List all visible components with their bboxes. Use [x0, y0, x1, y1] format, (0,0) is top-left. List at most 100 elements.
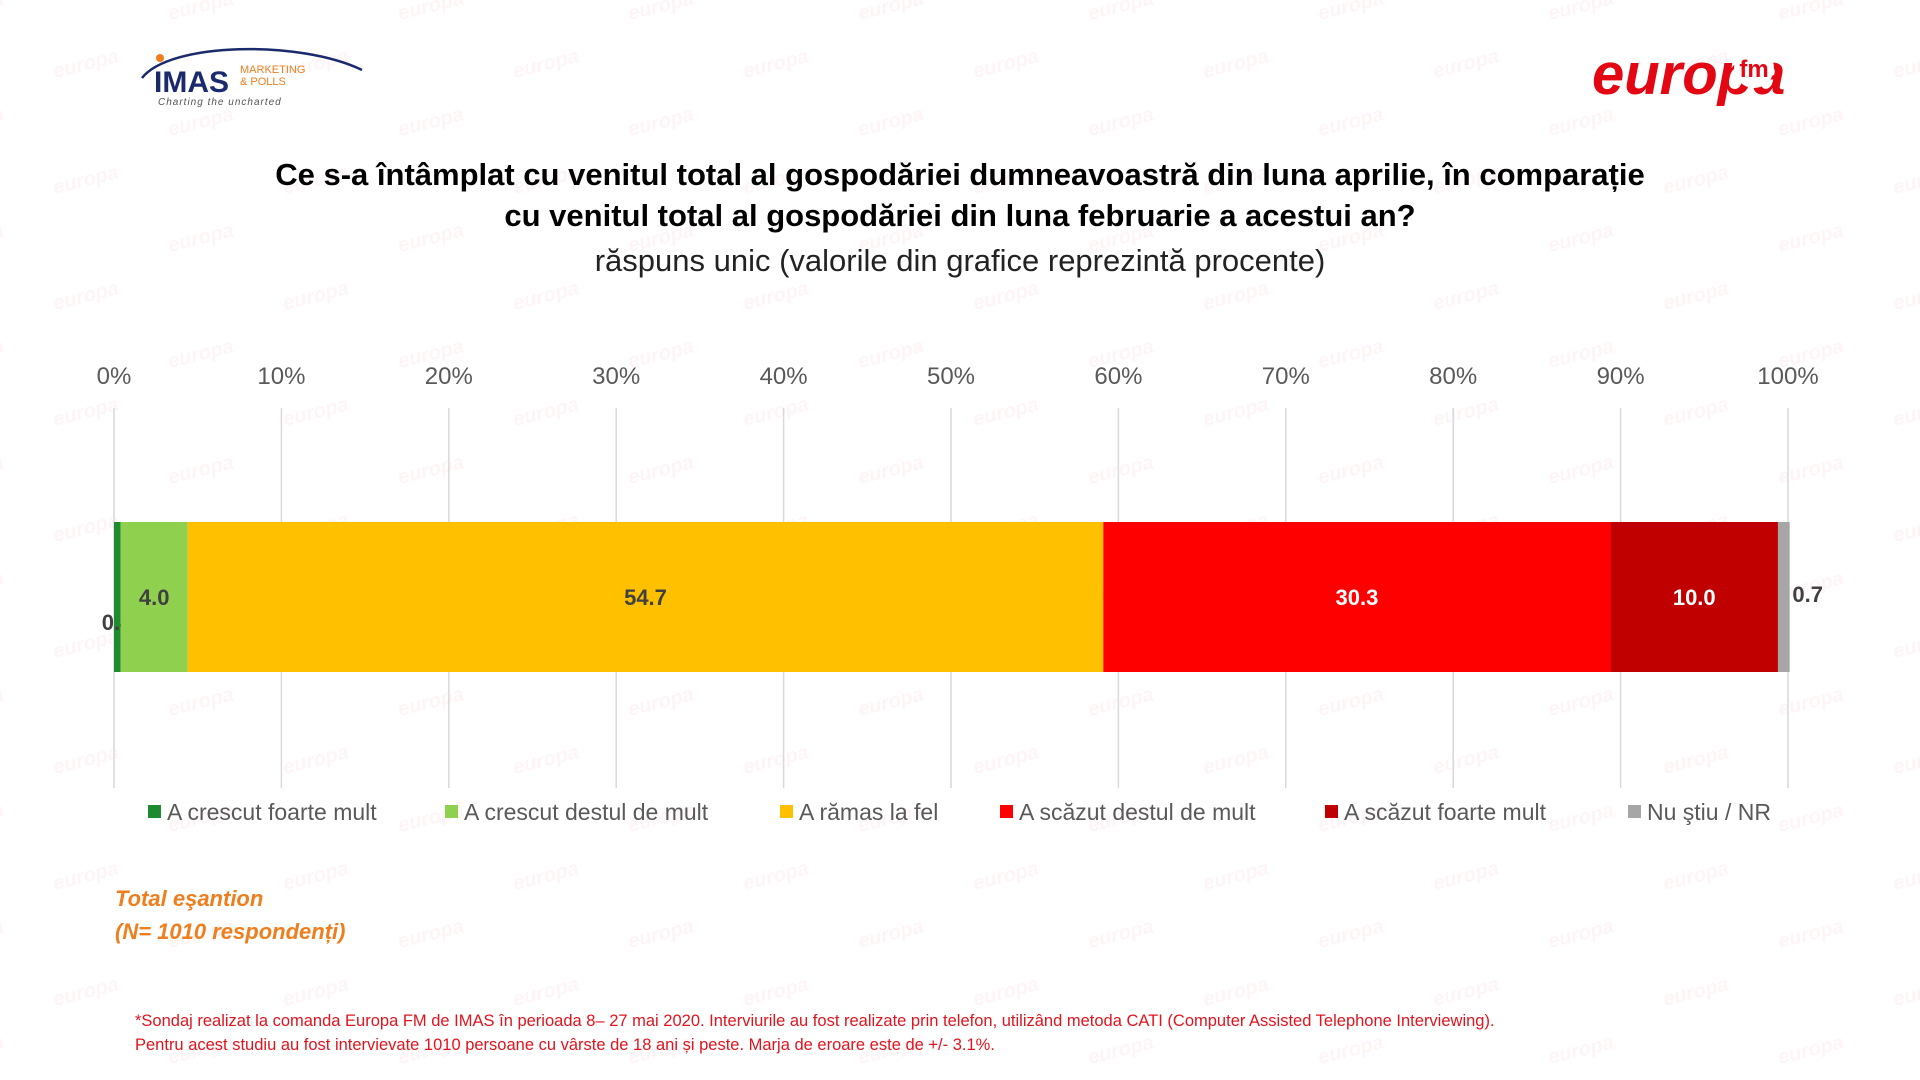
watermark-word: europa	[1201, 973, 1271, 1010]
watermark-word: europa	[856, 0, 926, 25]
watermark-word: europa	[1661, 277, 1731, 314]
legend-swatch	[1325, 805, 1338, 818]
watermark-word: europa	[856, 915, 926, 952]
watermark-word: europa	[0, 335, 6, 372]
watermark-word: europa	[0, 915, 6, 952]
legend-label: A crescut foarte mult	[167, 799, 377, 825]
watermark-word: europa	[1546, 915, 1616, 952]
legend-swatch	[445, 805, 458, 818]
watermark-word: europa	[1891, 857, 1920, 894]
watermark-word: europa	[1086, 915, 1156, 952]
watermark-word: europa	[511, 45, 581, 82]
watermark-word: europa	[856, 103, 926, 140]
methodology-footnote: *Sondaj realizat la comanda Europa FM de…	[135, 1009, 1885, 1057]
legend-label: A crescut destul de mult	[464, 799, 709, 825]
data-label: 30.3	[1336, 585, 1379, 610]
watermark-word: europa	[1316, 0, 1386, 25]
watermark-word: europa	[166, 0, 236, 25]
stacked-bar-chart: 0% 10% 20% 30% 40% 50% 60% 70% 80% 90% 100%0.44.0 5…	[97, 363, 1823, 825]
watermark-word: europa	[1661, 857, 1731, 894]
watermark-word: europa	[281, 973, 351, 1010]
watermark-word: europa	[396, 0, 466, 25]
watermark-word: europa	[0, 0, 6, 25]
bar-segment	[1103, 522, 1611, 672]
imas-logo: IMAS MARKETING & POLLS Charting the unch…	[141, 47, 363, 108]
watermark-word: europa	[626, 0, 696, 25]
watermark-word: europa	[51, 857, 121, 894]
x-tick-label: 0%	[97, 363, 132, 390]
watermark-word: europa	[1201, 45, 1271, 82]
x-tick-label: 30%	[592, 363, 640, 390]
watermark-word: europa	[0, 103, 6, 140]
chart-title-line1: Ce s-a întâmplat cu venitul total al gos…	[275, 157, 1645, 192]
x-tick-label: 100%	[1757, 363, 1818, 390]
legend-swatch	[780, 805, 793, 818]
data-label: 0.7	[1792, 582, 1823, 607]
x-tick-label: 50%	[927, 363, 975, 390]
watermark-word: europa	[1891, 277, 1920, 314]
x-tick-label: 20%	[425, 363, 473, 390]
sample-label: Total eşantion	[115, 886, 264, 911]
svg-text:& POLLS: & POLLS	[240, 76, 286, 88]
watermark-word: europa	[1661, 973, 1731, 1010]
watermark-word: europa	[51, 45, 121, 82]
bar-segment	[114, 522, 121, 672]
europa-fm-logo: europa fm	[1592, 42, 1785, 107]
x-tick-label: 70%	[1262, 363, 1310, 390]
chart-title: Ce s-a întâmplat cu venitul total al gos…	[60, 154, 1860, 236]
legend-label: A scăzut foarte mult	[1344, 799, 1547, 825]
watermark-word: europa	[51, 973, 121, 1010]
svg-text:IMAS: IMAS	[154, 66, 229, 99]
watermark-word: europa	[626, 103, 696, 140]
footnote-line2: Pentru acest studiu au fost intervievate…	[135, 1036, 995, 1054]
watermark-word: europa	[1431, 45, 1501, 82]
data-label: 4.0	[139, 585, 170, 610]
watermark-word: europa	[1086, 0, 1156, 25]
watermark-word: europa	[1776, 0, 1846, 25]
legend-label: A scăzut destul de mult	[1019, 799, 1256, 825]
data-label: 54.7	[624, 585, 667, 610]
watermark-word: europa	[1891, 45, 1920, 82]
watermark-word: europa	[741, 45, 811, 82]
watermark-word: europa	[971, 973, 1041, 1010]
watermark-word: europa	[1201, 277, 1271, 314]
watermark-word: europa	[1316, 915, 1386, 952]
watermark-word: europa	[511, 973, 581, 1010]
legend-swatch	[1000, 805, 1013, 818]
watermark-word: europa	[0, 683, 6, 720]
watermark-word: europa	[396, 103, 466, 140]
watermark-word: europa	[281, 277, 351, 314]
sample-size: (N= 1010 respondenți)	[115, 919, 346, 944]
legend-swatch	[148, 805, 161, 818]
x-tick-label: 90%	[1597, 363, 1645, 390]
watermark-word: europa	[741, 973, 811, 1010]
bar-segment	[1777, 522, 1790, 672]
watermark-word: europa	[741, 277, 811, 314]
watermark-word: europa	[1891, 973, 1920, 1010]
svg-text:MARKETING: MARKETING	[240, 64, 305, 76]
x-tick-label: 40%	[760, 363, 808, 390]
x-tick-label: 80%	[1429, 363, 1477, 390]
svg-text:Charting the uncharted: Charting the uncharted	[158, 97, 282, 108]
watermark-word: europa	[0, 1031, 6, 1068]
watermark-word: europa	[971, 45, 1041, 82]
x-tick-label: 10%	[257, 363, 305, 390]
chart-title-line2: cu venitul total al gospodăriei din luna…	[504, 198, 1416, 233]
watermark-word: europa	[0, 219, 6, 256]
legend-label: A rămas la fel	[799, 799, 938, 825]
watermark-word: europa	[1086, 103, 1156, 140]
watermark-word: europa	[1891, 161, 1920, 198]
watermark-word: europa	[1431, 857, 1501, 894]
footnote-line1: *Sondaj realizat la comanda Europa FM de…	[135, 1012, 1495, 1030]
bar-segment	[1610, 522, 1778, 672]
x-tick-label: 60%	[1094, 363, 1142, 390]
watermark-word: europa	[1776, 915, 1846, 952]
chart-subtitle: răspuns unic (valorile din grafice repre…	[594, 243, 1326, 278]
watermark-word: europa	[511, 277, 581, 314]
bar-segment	[120, 522, 188, 672]
watermark-word: europa	[741, 857, 811, 894]
watermark-word: europa	[0, 451, 6, 488]
watermark-word: europa	[51, 277, 121, 314]
sample-info: Total eşantion (N= 1010 respondenți)	[115, 882, 715, 948]
watermark-word: europa	[1201, 857, 1271, 894]
